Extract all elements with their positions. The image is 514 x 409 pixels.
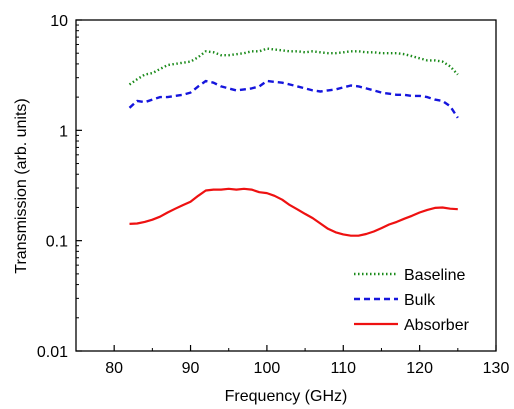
x-tick-label: 90 xyxy=(182,360,200,377)
series-layer xyxy=(128,47,459,237)
legend-label-baseline: Baseline xyxy=(404,267,465,284)
x-tick-label: 80 xyxy=(105,360,123,377)
legend-label-absorber: Absorber xyxy=(404,317,470,334)
y-axis-title: Transmission (arb. units) xyxy=(13,98,30,273)
x-tick-label: 130 xyxy=(483,360,510,377)
x-tick-label: 110 xyxy=(331,360,357,377)
y-tick-label: 0.1 xyxy=(46,234,68,251)
series-line-bulk xyxy=(128,79,459,119)
series-line-baseline xyxy=(128,47,459,86)
y-tick-label: 0.01 xyxy=(37,344,68,361)
series-line-absorber xyxy=(129,187,458,237)
y-tick-label: 10 xyxy=(50,13,68,30)
legend-label-bulk: Bulk xyxy=(404,292,436,309)
x-tick-label: 120 xyxy=(406,360,433,377)
y-tick-label: 1 xyxy=(59,123,68,140)
legend: Baseline Bulk Absorber xyxy=(354,267,470,334)
plot-frame xyxy=(75,19,497,352)
axis-ticks xyxy=(76,19,497,352)
x-axis-title: Frequency (GHz) xyxy=(225,388,348,405)
x-tick-label: 100 xyxy=(254,360,281,377)
